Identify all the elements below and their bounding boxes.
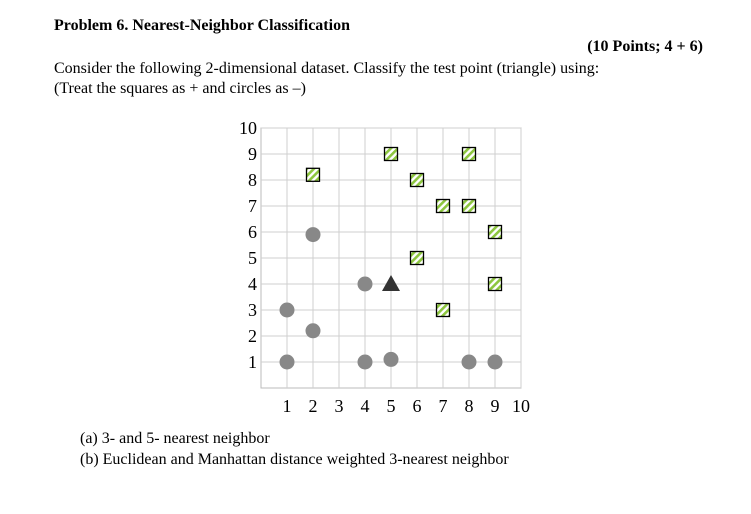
y-tick-label: 6 bbox=[248, 222, 257, 242]
x-tick-label: 2 bbox=[309, 396, 318, 416]
y-tick-label: 5 bbox=[248, 248, 257, 268]
part: (a) 3- and 5- nearest neighbor bbox=[80, 430, 270, 447]
square-point bbox=[461, 198, 477, 214]
y-tick-label: 3 bbox=[248, 300, 257, 320]
circle-point bbox=[279, 354, 295, 370]
square-point bbox=[409, 250, 425, 266]
x-tick-label: 6 bbox=[413, 396, 422, 416]
circle-point bbox=[305, 227, 321, 243]
y-tick-label: 2 bbox=[248, 326, 257, 346]
x-tick-label: 1 bbox=[283, 396, 292, 416]
square-point bbox=[487, 276, 503, 292]
square-point bbox=[409, 172, 425, 188]
circle-point bbox=[305, 323, 321, 339]
intro-line: (Treat the squares as + and circles as –… bbox=[54, 80, 306, 97]
square-point bbox=[435, 198, 451, 214]
circle-point bbox=[279, 302, 295, 318]
x-tick-label: 9 bbox=[491, 396, 500, 416]
square-point bbox=[487, 224, 503, 240]
square-point bbox=[305, 167, 321, 182]
y-tick-label: 1 bbox=[248, 352, 257, 372]
title: Problem 6. Nearest-Neighbor Classificati… bbox=[54, 17, 350, 34]
x-tick-label: 3 bbox=[335, 396, 344, 416]
x-tick-label: 8 bbox=[465, 396, 474, 416]
x-tick-label: 4 bbox=[361, 396, 370, 416]
circle-point bbox=[461, 354, 477, 370]
y-tick-label: 9 bbox=[248, 144, 257, 164]
square-point bbox=[435, 302, 451, 318]
points: (10 Points; 4 + 6) bbox=[587, 38, 703, 55]
x-tick-label: 10 bbox=[512, 396, 530, 416]
circle-point bbox=[383, 351, 399, 367]
circle-point bbox=[357, 354, 373, 370]
y-tick-label: 8 bbox=[248, 170, 257, 190]
square-point bbox=[383, 146, 399, 162]
square-point bbox=[461, 146, 477, 162]
x-tick-label: 5 bbox=[387, 396, 396, 416]
y-tick-label: 10 bbox=[239, 118, 257, 138]
intro-line: Consider the following 2-dimensional dat… bbox=[54, 60, 599, 77]
part: (b) Euclidean and Manhattan distance wei… bbox=[80, 451, 509, 468]
circle-point bbox=[357, 276, 373, 292]
circle-point bbox=[487, 354, 503, 370]
test-point bbox=[382, 275, 400, 291]
y-tick-label: 4 bbox=[248, 274, 257, 294]
y-tick-label: 7 bbox=[248, 196, 257, 216]
x-tick-label: 7 bbox=[439, 396, 448, 416]
